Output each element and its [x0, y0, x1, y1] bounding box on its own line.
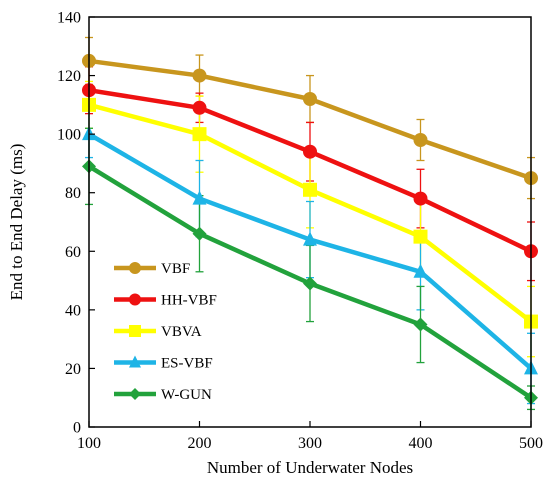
- y-tick-label: 20: [65, 361, 81, 378]
- hh-vbf-point: [413, 191, 428, 206]
- vbva-point: [413, 229, 428, 244]
- legend-vbva-marker: [129, 325, 141, 337]
- x-tick-label: 500: [519, 435, 543, 452]
- es-vbf-point: [303, 231, 317, 246]
- legend-vbva-label: VBVA: [161, 324, 202, 340]
- legend-es-vbf-marker: [129, 355, 141, 368]
- y-tick-label: 100: [57, 127, 81, 144]
- vbf-point: [303, 92, 317, 106]
- y-tick-label: 140: [57, 10, 81, 27]
- y-tick-label: 40: [65, 302, 81, 319]
- y-axis-ticks: 0 20 40 60 80 100 120 140: [57, 10, 95, 437]
- hh-vbf-point: [303, 144, 317, 159]
- x-axis-ticks: 100 200 300 400 500: [77, 421, 543, 452]
- vbva-point: [192, 127, 207, 142]
- x-tick-label: 400: [409, 435, 433, 452]
- legend-hh-vbf-marker: [129, 293, 141, 306]
- legend-es-vbf-label: ES-VBF: [161, 356, 213, 372]
- y-tick-label: 80: [65, 185, 81, 202]
- es-vbf-point: [413, 263, 428, 278]
- x-tick-label: 100: [77, 435, 101, 452]
- vbf-point: [192, 68, 207, 83]
- hh-vbf-point: [192, 100, 207, 115]
- vbf-point: [413, 133, 428, 147]
- legend-w-gun-marker: [129, 388, 141, 400]
- y-tick-label: 120: [57, 68, 81, 85]
- y-axis-title: End to End Delay (ms): [7, 144, 26, 301]
- x-tick-label: 200: [188, 435, 212, 452]
- legend-hh-vbf-label: HH-VBF: [161, 293, 217, 309]
- w-gun-point: [303, 276, 317, 291]
- x-tick-label: 300: [298, 435, 322, 452]
- legend-vbf-marker: [129, 262, 141, 274]
- x-axis-title: Number of Underwater Nodes: [207, 458, 413, 477]
- y-tick-label: 0: [73, 420, 81, 437]
- series-markers: [82, 53, 538, 405]
- w-gun-point: [192, 226, 207, 241]
- y-tick-label: 60: [65, 244, 81, 261]
- w-gun-point: [413, 317, 428, 332]
- legend-vbf-label: VBF: [161, 261, 190, 277]
- es-vbf-point: [192, 190, 207, 205]
- vbva-point: [303, 182, 317, 197]
- legend-w-gun-label: W-GUN: [161, 387, 212, 403]
- legend: VBF HH-VBF VBVA ES-VBF W-GUN: [114, 261, 217, 403]
